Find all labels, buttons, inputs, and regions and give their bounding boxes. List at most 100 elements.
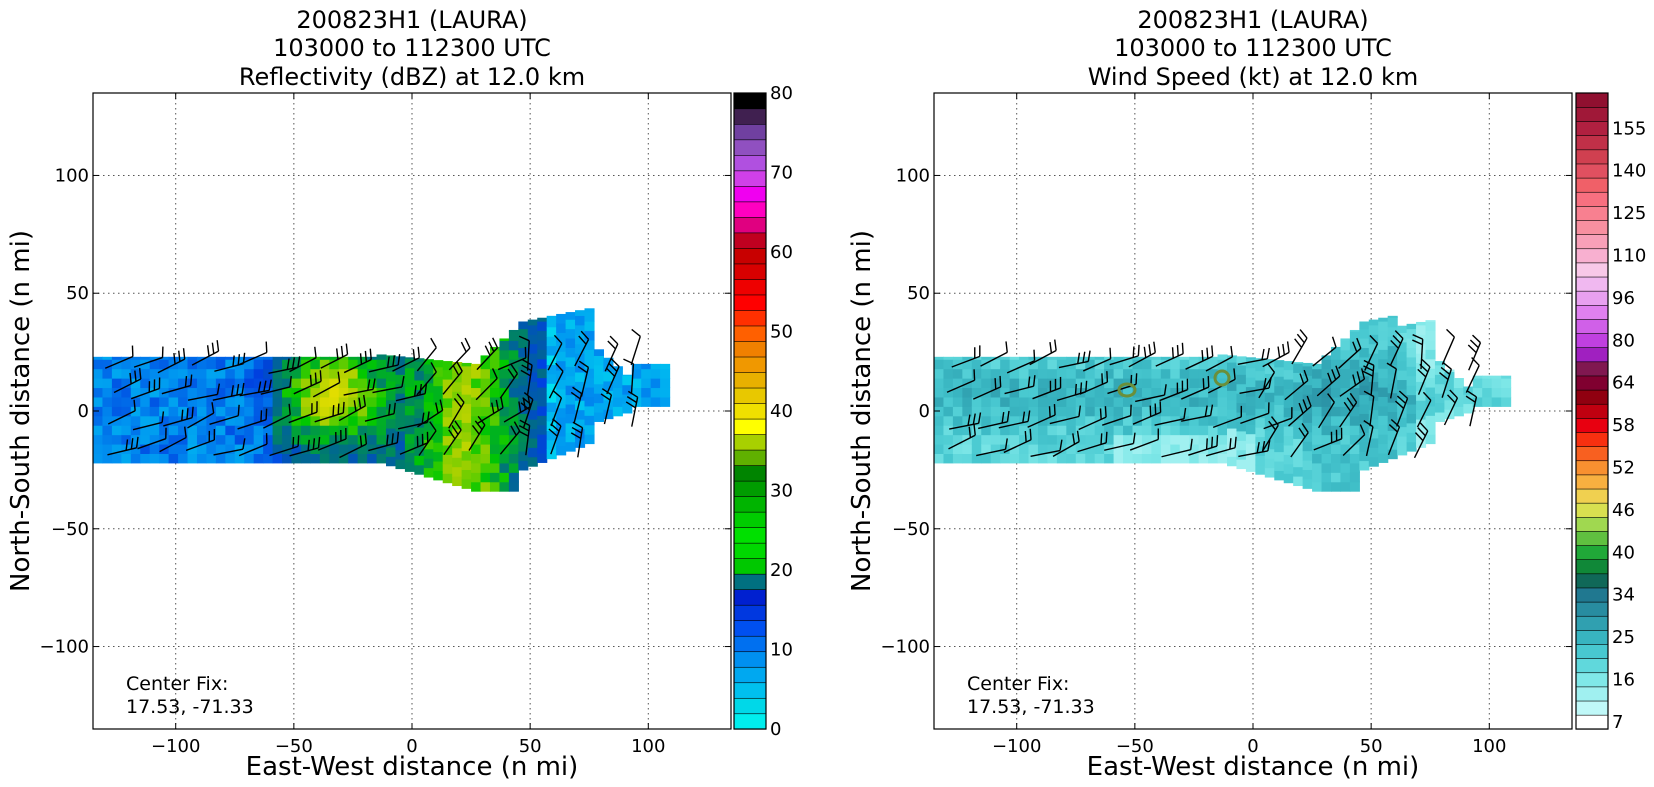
field-cell [660,387,671,398]
field-cell [1245,433,1256,444]
colorbar-segment [1575,516,1609,532]
wind-barb-flag [1390,339,1399,349]
wind-barb-flag [460,341,467,353]
field-cell [1056,425,1067,436]
field-cell [357,434,368,445]
field-cell [631,363,642,370]
wind-barb-flag [973,424,976,436]
field-cell [1236,459,1247,470]
field-cell [1066,406,1077,417]
field-cell [367,415,378,426]
field-cell [1397,426,1408,437]
field-cell [310,453,321,464]
field-cell [593,393,604,404]
wind-barb-flag [580,330,590,340]
field-cell [1094,396,1105,407]
field-cell [499,338,510,341]
field-cell [111,453,122,464]
field-cell [1406,375,1417,386]
field-cell [537,377,548,388]
field-cell [943,425,954,436]
field-cell [111,425,122,436]
field-cell [1321,434,1332,445]
wind-barb-flag [288,403,291,415]
field-cell [234,387,245,398]
field-cell [641,363,652,370]
field-cell [329,378,340,389]
colorbar-segment [1575,347,1609,363]
x-tick-label: 100 [631,736,665,757]
wind-barb-flag [471,425,480,435]
wind-barb-shaft [976,448,1006,457]
field-cell [225,368,236,379]
field-cell [1028,443,1039,454]
field-cell [1132,396,1143,407]
wind-barb-flag [1209,404,1214,416]
field-cell [584,321,595,332]
wind-barb-flag [393,402,396,414]
wind-barb-flag [359,435,363,447]
field-cell [1141,378,1152,389]
field-cell [1066,359,1077,370]
field-cell [508,443,519,454]
wind-barb-flag [1417,368,1427,378]
field-cell [1501,387,1512,398]
field-cell [206,425,217,436]
field-cell [1425,434,1436,445]
colorbar-segment [1575,191,1609,207]
field-cell [130,434,141,445]
field-cell [1160,434,1171,445]
field-cell [489,406,501,417]
wind-barb-flag [572,421,583,429]
field-cell [1245,452,1256,463]
field-cell [499,453,510,464]
field-cell [1179,443,1190,454]
field-cell [1312,434,1323,445]
field-cell [584,311,595,322]
field-cell [565,366,576,377]
field-cell [291,406,302,417]
field-cell [1255,417,1266,428]
field-cell [1170,387,1181,398]
wind-barb-shaft [1082,358,1111,372]
field-cell [1104,415,1115,426]
field-cell [527,400,538,411]
field-cell [575,390,586,401]
field-cell [971,378,982,389]
field-cell [1321,406,1332,417]
field-cell [1359,460,1370,471]
field-cell [357,453,368,464]
field-cell [225,415,236,426]
colorbar-segment [1575,389,1609,405]
field-cell [272,434,283,445]
field-cell [1179,425,1190,436]
field-cell [1151,378,1162,389]
field-cell [1028,453,1039,464]
y-tick-label: 50 [907,283,930,304]
field-cell [329,387,340,398]
field-cell [1425,424,1436,435]
field-cell [423,458,434,469]
field-cell [508,378,519,389]
field-cell [102,434,113,445]
field-cell [263,378,274,389]
field-cell [1255,445,1266,456]
field-cell [575,419,586,430]
wind-barb-shaft [1240,412,1269,425]
wind-barb-flag [1369,334,1379,344]
field-cell [1123,387,1134,398]
colorbar-segment [733,573,767,590]
field-cell [442,473,453,484]
colorbar-segment [1575,488,1609,504]
field-cell [962,396,973,407]
field-cell [1406,394,1417,405]
wind-barb-flag [1356,371,1361,383]
field-cell [537,424,548,435]
field-cell [253,356,264,360]
wind-barb-flag [1412,339,1423,346]
field-cell [111,359,122,370]
field-cell [471,368,482,379]
field-cell [990,387,1001,398]
wind-barb-flag [977,412,982,424]
